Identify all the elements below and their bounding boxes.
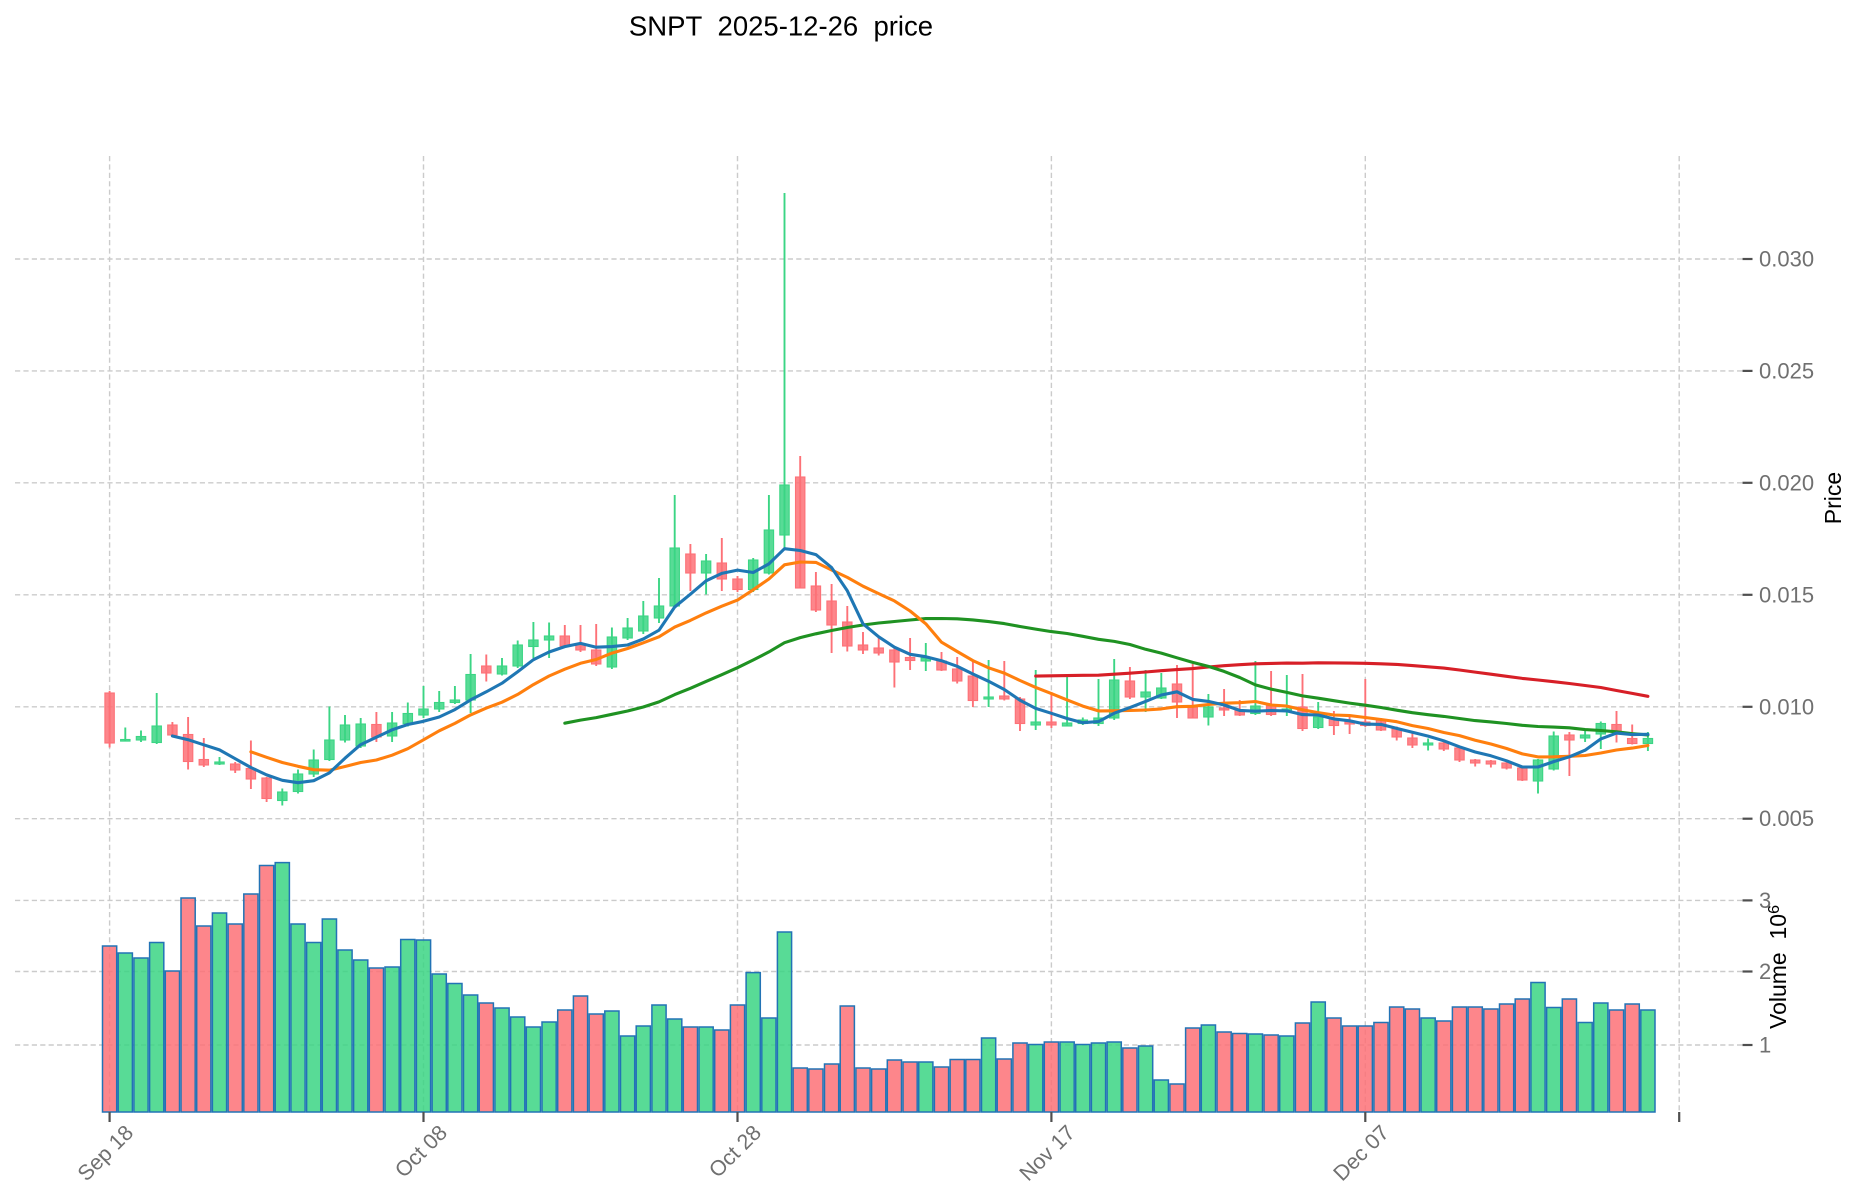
svg-text:3: 3 [1759,888,1771,913]
svg-text:0.020: 0.020 [1759,470,1814,495]
svg-text:Volume 106: Volume 106 [1765,905,1791,1029]
svg-text:Price: Price [1820,472,1846,524]
svg-text:SNPT 2025-12-26 price: SNPT 2025-12-26 price [629,11,933,42]
svg-text:0.015: 0.015 [1759,582,1814,607]
svg-text:0.005: 0.005 [1759,806,1814,831]
svg-text:2: 2 [1759,959,1771,984]
svg-text:1: 1 [1759,1033,1771,1058]
svg-text:0.030: 0.030 [1759,247,1814,272]
svg-text:0.010: 0.010 [1759,694,1814,719]
svg-text:0.025: 0.025 [1759,358,1814,383]
